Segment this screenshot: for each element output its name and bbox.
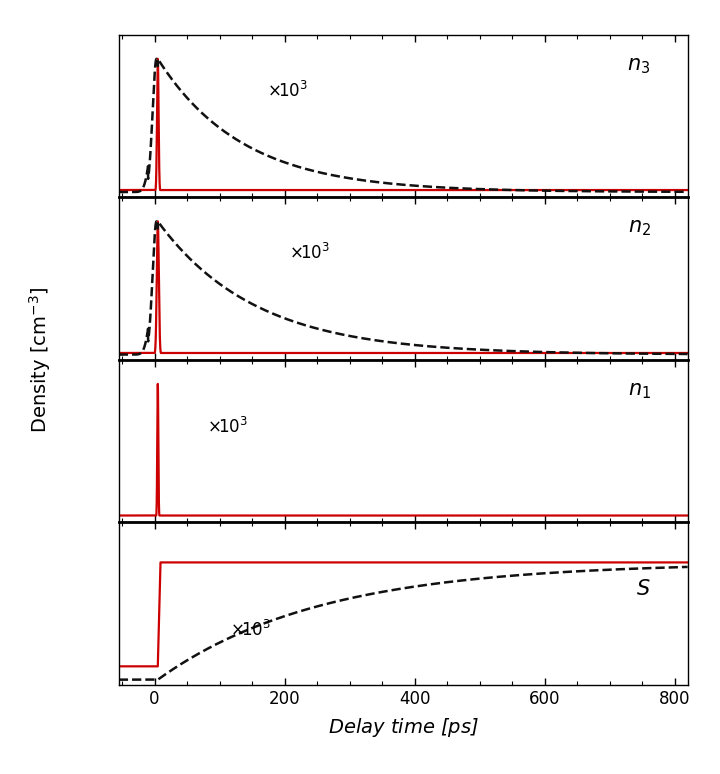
Text: $n_3$: $n_3$ xyxy=(627,56,651,76)
Text: $n_1$: $n_1$ xyxy=(628,381,651,401)
Text: Density [cm$^{-3}$]: Density [cm$^{-3}$] xyxy=(27,286,53,433)
Text: $\times\!10^3$: $\times\!10^3$ xyxy=(266,80,307,101)
Text: $\times\!10^3$: $\times\!10^3$ xyxy=(207,417,248,437)
X-axis label: Delay time [$ps$]: Delay time [$ps$] xyxy=(328,716,479,739)
Text: $\times\!10^3$: $\times\!10^3$ xyxy=(230,620,271,640)
Text: $S$: $S$ xyxy=(636,579,651,599)
Text: $\times\!10^3$: $\times\!10^3$ xyxy=(289,243,330,263)
Text: $n_2$: $n_2$ xyxy=(628,218,651,238)
